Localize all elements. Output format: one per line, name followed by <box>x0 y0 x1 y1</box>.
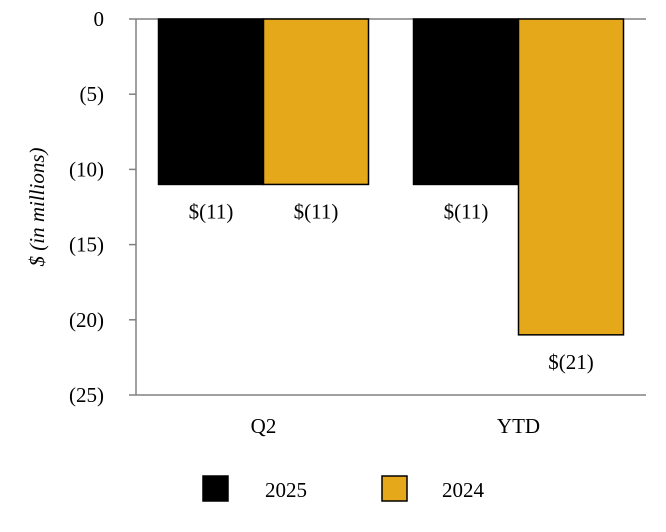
legend: 2025 2024 <box>202 475 485 502</box>
data-label-2024-Q2: $(11) <box>294 199 339 223</box>
bars <box>157 18 625 336</box>
bar-2024-YTD <box>517 18 625 336</box>
y-tick-label: (10) <box>69 157 104 181</box>
y-tick-label: (20) <box>69 308 104 332</box>
data-label-2025-YTD: $(11) <box>444 199 489 223</box>
category-label-YTD: YTD <box>497 414 540 438</box>
y-ticks: 0 (5) (10) (15) (20) (25) <box>69 7 136 407</box>
data-label-2025-Q2: $(11) <box>189 199 234 223</box>
legend-swatch-2024 <box>381 475 408 502</box>
y-tick-label: (15) <box>69 233 104 257</box>
category-label-Q2: Q2 <box>251 414 277 438</box>
y-axis-title: $ (in millions) <box>25 147 49 266</box>
category-labels: Q2 YTD <box>251 414 540 438</box>
bar-2024-Q2 <box>262 18 370 186</box>
legend-label-2024: 2024 <box>442 478 485 502</box>
y-tick-label: (5) <box>80 82 105 106</box>
legend-swatch-2025 <box>202 475 229 502</box>
bar-2025-YTD <box>412 18 520 186</box>
y-tick-label: 0 <box>94 7 105 31</box>
legend-label-2025: 2025 <box>265 478 307 502</box>
y-tick-label: (25) <box>69 383 104 407</box>
data-label-2024-YTD: $(21) <box>548 350 594 374</box>
bar-2025-Q2 <box>157 18 265 186</box>
data-labels: $(11) $(11) $(11) $(21) <box>189 199 594 373</box>
